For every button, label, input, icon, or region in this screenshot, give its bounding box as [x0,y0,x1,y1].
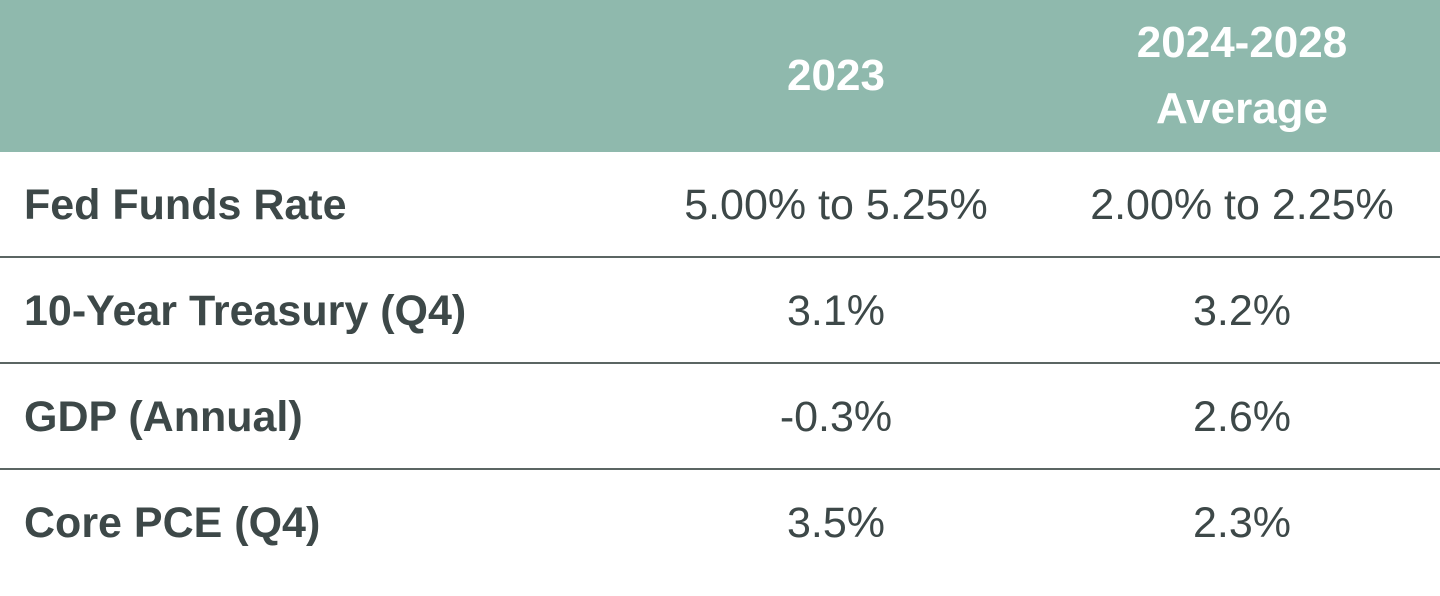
cell-value: 2.6% [1192,392,1291,441]
row-label: Core PCE (Q4) [24,498,321,547]
row-label: GDP (Annual) [24,392,303,441]
cell-value: 2.3% [1192,498,1291,547]
cell-value: -0.3% [779,392,893,441]
table-row: 10-Year Treasury (Q4) 3.1% 3.2% [0,258,1440,364]
table-header: 2023 2024-2028 Average [0,0,1440,152]
cell-value: 3.5% [786,498,885,547]
column-header-text: 2024-2028 Average [1136,18,1348,133]
column-header: 2024-2028 Average [1042,0,1440,152]
column-header: 2023 [636,0,1036,152]
row-label: 10-Year Treasury (Q4) [24,286,467,335]
column-header-text: 2023 [787,51,885,100]
cell-value: 2.00% to 2.25% [1090,180,1394,229]
cell-value: 3.2% [1192,286,1291,335]
table-row: Core PCE (Q4) 3.5% 2.3% [0,470,1440,576]
cell-value: 3.1% [786,286,885,335]
table-row: GDP (Annual) -0.3% 2.6% [0,364,1440,470]
table-row: Fed Funds Rate 5.00% to 5.25% 2.00% to 2.2… [0,152,1440,258]
cell-value: 5.00% to 5.25% [684,180,988,229]
row-label: Fed Funds Rate [24,180,347,229]
